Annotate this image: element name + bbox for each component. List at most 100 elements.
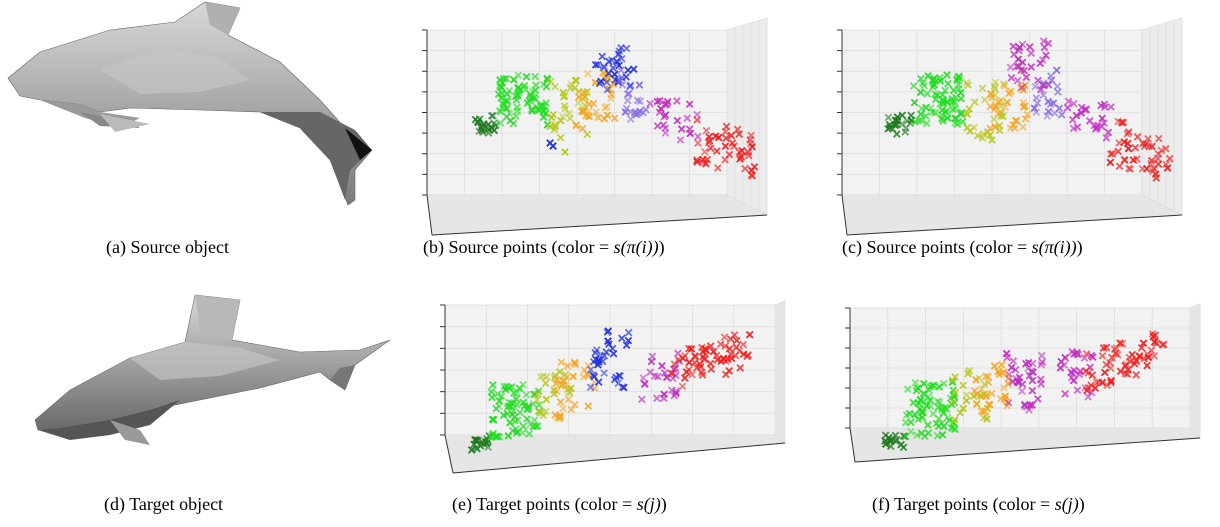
x-marker-icon	[990, 362, 999, 370]
x-marker-icon	[600, 352, 609, 360]
x-marker-icon	[519, 422, 528, 431]
x-marker-icon	[615, 61, 623, 70]
x-marker-icon	[564, 395, 573, 404]
x-marker-icon	[981, 372, 990, 381]
caption-e-close: )	[660, 494, 667, 514]
x-marker-icon	[912, 386, 921, 395]
x-marker-icon	[938, 95, 947, 104]
x-marker-icon	[972, 400, 981, 408]
panel-a-source-object: (a) Source object	[0, 0, 400, 270]
x-marker-icon	[1152, 339, 1161, 348]
x-marker-icon	[941, 86, 949, 95]
x-marker-icon	[962, 78, 971, 87]
x-marker-icon	[515, 384, 524, 393]
x-marker-icon	[617, 44, 625, 52]
x-marker-icon	[536, 373, 545, 381]
x-marker-icon	[722, 134, 730, 143]
x-marker-icon	[991, 123, 1000, 131]
x-marker-icon	[910, 98, 919, 107]
x-marker-icon	[1124, 366, 1132, 374]
x-marker-icon	[1080, 354, 1089, 362]
x-marker-icon	[535, 401, 543, 409]
x-marker-icon	[748, 142, 757, 151]
caption-a-text: Source object	[130, 237, 229, 257]
x-marker-icon	[514, 71, 523, 80]
scatter-3d-b	[422, 17, 769, 236]
x-marker-icon	[660, 394, 668, 403]
x-marker-icon	[559, 88, 568, 97]
x-marker-icon	[700, 147, 709, 156]
x-marker-icon	[1163, 164, 1172, 172]
panel-d-target-object: (d) Target object	[0, 280, 400, 527]
x-marker-icon	[567, 405, 576, 414]
x-marker-icon	[505, 109, 514, 118]
x-marker-icon	[551, 82, 560, 91]
x-marker-icon	[722, 122, 731, 131]
x-marker-icon	[938, 430, 947, 439]
x-marker-icon	[624, 66, 632, 74]
x-marker-icon	[549, 142, 557, 150]
x-marker-icon	[739, 340, 747, 349]
x-marker-icon	[1120, 156, 1129, 164]
x-marker-icon	[1091, 384, 1100, 392]
x-marker-icon	[533, 390, 542, 398]
x-marker-icon	[1144, 353, 1153, 362]
x-marker-icon	[1009, 357, 1018, 365]
x-marker-icon	[1010, 50, 1018, 59]
x-marker-icon	[525, 430, 534, 438]
x-marker-icon	[513, 428, 522, 436]
x-marker-icon	[600, 63, 608, 72]
x-marker-icon	[579, 373, 588, 381]
x-marker-icon	[601, 103, 610, 112]
panel-f-target-points: (f) Target points (color = s(j))	[820, 280, 1220, 527]
x-marker-icon	[556, 398, 565, 406]
x-marker-icon	[610, 70, 619, 79]
x-marker-icon	[1018, 387, 1026, 396]
x-marker-icon	[556, 412, 565, 420]
x-marker-icon	[929, 75, 938, 84]
x-marker-icon	[524, 402, 533, 411]
x-marker-icon	[943, 71, 951, 79]
x-marker-icon	[1063, 103, 1072, 112]
x-marker-icon	[948, 424, 957, 433]
point-cloud	[884, 37, 1174, 182]
x-marker-icon	[1148, 142, 1156, 151]
x-marker-icon	[614, 379, 623, 388]
x-marker-icon	[557, 358, 566, 367]
x-marker-icon	[624, 336, 633, 345]
x-marker-icon	[640, 380, 649, 388]
x-marker-icon	[973, 389, 982, 398]
x-marker-icon	[600, 369, 609, 377]
x-marker-icon	[1007, 73, 1016, 82]
x-marker-icon	[725, 366, 734, 375]
x-marker-icon	[583, 69, 592, 78]
x-marker-icon	[939, 409, 948, 417]
x-marker-icon	[944, 79, 952, 88]
x-marker-icon	[489, 415, 498, 424]
x-marker-icon	[585, 100, 594, 108]
x-marker-icon	[1039, 79, 1048, 88]
x-marker-icon	[522, 391, 531, 399]
x-marker-icon	[917, 104, 926, 113]
x-marker-icon	[495, 433, 504, 441]
point-cloud	[881, 330, 1168, 452]
x-marker-icon	[679, 354, 687, 362]
x-marker-icon	[561, 148, 569, 156]
x-marker-icon	[487, 433, 495, 442]
x-marker-icon	[962, 396, 971, 405]
x-marker-icon	[972, 375, 980, 384]
x-marker-icon	[683, 114, 692, 123]
x-marker-icon	[1009, 42, 1018, 51]
caption-d-label: (d)	[104, 494, 125, 514]
x-marker-icon	[1052, 66, 1061, 75]
x-marker-icon	[474, 118, 483, 127]
x-marker-icon	[916, 88, 925, 97]
x-marker-icon	[688, 370, 696, 379]
x-marker-icon	[566, 84, 575, 92]
x-marker-icon	[634, 109, 643, 118]
x-marker-icon	[982, 392, 990, 401]
x-marker-icon	[980, 96, 989, 104]
x-marker-icon	[600, 115, 609, 123]
x-marker-icon	[1037, 351, 1046, 360]
x-marker-icon	[1056, 364, 1065, 372]
